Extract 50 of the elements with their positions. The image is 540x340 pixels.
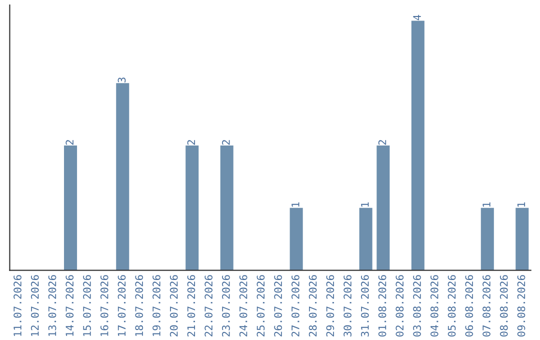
x-tick-label: 17.07.2026 — [118, 275, 126, 336]
x-tick-label: 14.07.2026 — [66, 275, 74, 336]
x-tick-label: 23.07.2026 — [222, 275, 230, 336]
x-tick-label: 29.07.2026 — [326, 275, 334, 336]
x-tick-label: 05.08.2026 — [448, 275, 456, 336]
x-tick-label: 26.07.2026 — [274, 275, 282, 336]
x-tick-label: 01.08.2026 — [378, 275, 386, 336]
bar — [116, 83, 130, 270]
x-tick-label: 03.08.2026 — [413, 275, 421, 336]
x-tick-label: 06.08.2026 — [465, 275, 474, 336]
x-tick-label: 27.07.2026 — [291, 275, 300, 336]
data-label: 2 — [222, 140, 230, 145]
x-tick-label: 31.07.2026 — [360, 275, 369, 336]
x-tick-label: 09.08.2026 — [517, 275, 526, 336]
x-tick-label: 16.07.2026 — [100, 275, 108, 336]
data-label: 2 — [187, 140, 196, 145]
x-tick-label: 04.08.2026 — [430, 275, 438, 336]
x-tick-label: 15.07.2026 — [83, 275, 91, 336]
x-tick-label: 20.07.2026 — [170, 275, 178, 336]
data-label: 1 — [517, 202, 526, 207]
x-tick-label: 30.07.2026 — [344, 275, 352, 336]
bar — [359, 208, 372, 270]
x-tick-label: 19.07.2026 — [152, 275, 160, 336]
bar — [516, 208, 529, 270]
bar — [480, 208, 494, 270]
x-tick-label: 25.07.2026 — [256, 275, 265, 336]
bar — [376, 146, 390, 270]
x-tick-label: 22.07.2026 — [204, 275, 213, 336]
x-tick-label: 08.08.2026 — [500, 275, 508, 336]
bar — [220, 146, 234, 270]
x-tick-label: 11.07.2026 — [14, 275, 22, 336]
data-label: 4 — [413, 14, 421, 20]
data-label: 2 — [378, 140, 386, 145]
data-label: 1 — [482, 202, 490, 207]
bar — [186, 146, 199, 270]
bar — [64, 146, 78, 270]
bar — [290, 208, 303, 270]
x-tick-label: 21.07.2026 — [187, 275, 196, 336]
x-tick-label: 02.08.2026 — [396, 275, 404, 336]
x-tick-label: 24.07.2026 — [239, 275, 248, 336]
data-label: 3 — [118, 78, 126, 82]
x-tick-label: 18.07.2026 — [135, 275, 144, 336]
bar — [411, 20, 424, 270]
x-tick-label: 13.07.2026 — [48, 275, 56, 336]
data-label: 1 — [292, 202, 300, 207]
x-tick-label: 12.07.2026 — [30, 275, 39, 336]
x-tick-label: 07.08.2026 — [482, 275, 490, 336]
data-label: 2 — [66, 140, 74, 145]
data-label: 1 — [361, 202, 369, 207]
x-tick-label: 28.07.2026 — [308, 275, 317, 336]
